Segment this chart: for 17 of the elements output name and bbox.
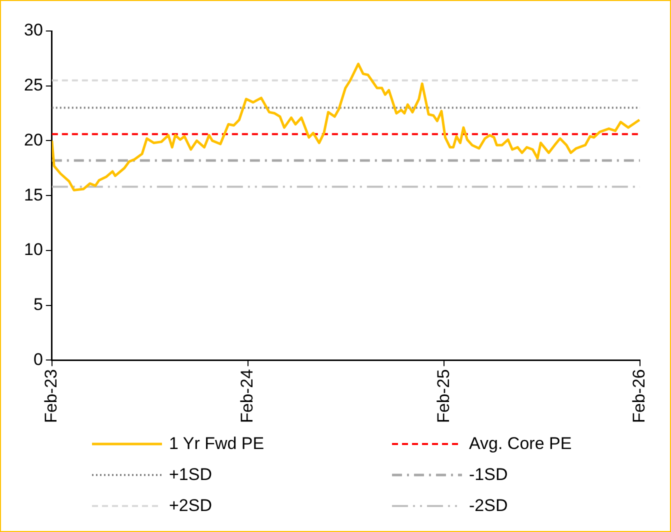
y-tick-label: 20 [24,130,43,150]
y-tick-label: 25 [24,76,43,95]
legend-label: Avg. Core PE [469,434,572,454]
y-tick-label: 10 [24,240,43,260]
x-tick-label: Feb-24 [237,369,256,424]
legend-label: +2SD [169,496,212,516]
y-tick-label: 0 [33,350,43,369]
y-tick-label: 15 [24,185,43,204]
legend-label: +1SD [169,465,212,485]
legend-label: -2SD [469,496,508,516]
x-tick-label: Feb-23 [42,369,61,424]
y-tick-label: 5 [33,294,43,314]
x-tick-label: Feb-26 [630,369,649,424]
legend-label: -1SD [469,465,508,485]
legend-label: 1 Yr Fwd PE [169,434,264,454]
x-tick-label: Feb-25 [434,369,453,424]
y-tick-label: 30 [24,20,43,40]
